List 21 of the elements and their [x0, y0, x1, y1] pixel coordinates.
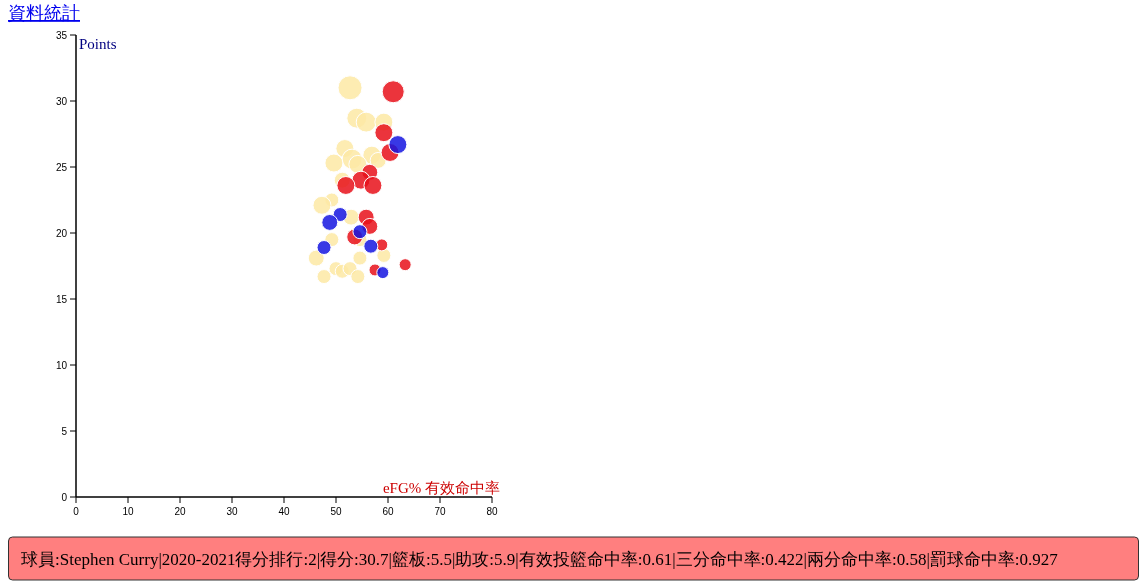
x-axis-title: eFG% 有效命中率 — [382, 480, 500, 496]
x-tick-label: 40 — [278, 506, 290, 517]
x-tick-label: 80 — [486, 506, 498, 517]
x-tick-label: 30 — [226, 506, 238, 517]
x-tick-label: 50 — [330, 506, 342, 517]
y-tick-label: 5 — [61, 425, 68, 437]
y-tick-label: 20 — [55, 227, 68, 239]
text: 球員:Stephen Curry|2020-2021得分排行:2|得分:30.7|籃板:5.5|助攻:5.9|有效投籃命中率:0.61|三分命中率:0.422|兩分命中率:0.58|罰球命中率:0.927 — [21, 550, 1059, 569]
x-tick-label: 70 — [434, 506, 446, 517]
y-tick-label: 25 — [55, 161, 68, 173]
x-tick-label: 0 — [73, 506, 80, 517]
y-tick-label: 10 — [55, 359, 68, 371]
x-tick-label: 60 — [382, 506, 394, 517]
y-axis-title: Points — [79, 36, 117, 52]
y-tick-label: 0 — [61, 491, 68, 503]
x-tick-label: 10 — [122, 506, 134, 517]
chart-title: 資料統計 — [8, 3, 80, 23]
x-tick-label: 20 — [174, 506, 186, 517]
y-tick-label: 30 — [55, 95, 68, 107]
y-tick-label: 15 — [55, 293, 68, 305]
y-tick-label: 35 — [55, 29, 68, 41]
